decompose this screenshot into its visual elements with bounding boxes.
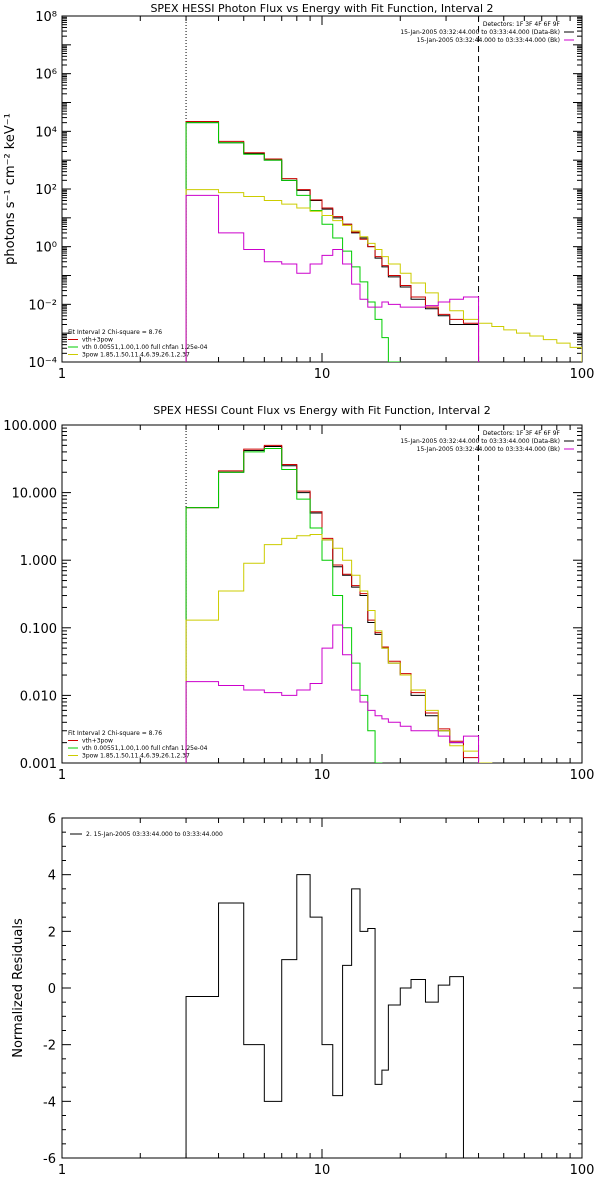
legend-entry: 3pow 1.85,1.50,11.4,6.39,26.1,2.37: [82, 352, 190, 359]
y-tick-label: 10⁶: [35, 68, 57, 83]
x-tick-label: 100: [570, 367, 595, 382]
x-tick-label: 1: [58, 367, 66, 382]
series-1-line: [185, 122, 480, 362]
legend-entry: Fit Interval 2 Chi-square = 8.76: [68, 329, 162, 336]
x-tick-label: 100: [570, 1163, 595, 1178]
plot-frame: [61, 424, 583, 764]
series-4-line: [185, 189, 582, 362]
chart-title: SPEX HESSI Count Flux vs Energy with Fit…: [153, 404, 490, 417]
legend-entry: Detectors: 1F 3F 4F 6F 9F: [483, 21, 561, 28]
series-group: [185, 120, 582, 362]
x-tick-label: 100: [570, 768, 595, 783]
legend-entry: Fit Interval 2 Chi-square = 8.76: [68, 730, 162, 737]
y-tick-label: 10⁰: [35, 241, 57, 256]
y-tick-label: 10²: [35, 183, 57, 198]
series-3-line: [185, 447, 383, 763]
y-axis-label: Normalized Residuals: [11, 918, 26, 1058]
y-tick-label: 10.000: [12, 487, 58, 502]
y-tick-label: 0.100: [20, 622, 57, 637]
y-tick-label: -2: [43, 1039, 56, 1054]
series-4-line: [185, 533, 493, 763]
series-1-line: [185, 874, 464, 1158]
y-tick-label: 0.010: [20, 689, 57, 704]
chart-title: SPEX HESSI Photon Flux vs Energy with Fi…: [150, 2, 493, 15]
chart-panel-2: SPEX HESSI Count Flux vs Energy with Fit…: [3, 404, 595, 783]
x-tick-label: 10: [314, 768, 331, 783]
series-group: [185, 444, 493, 763]
series-2-line: [185, 120, 480, 362]
series-5-line: [185, 624, 480, 763]
legend-entry: vth 0.00551,1.00,1.00 full chfan 1.25e-0…: [82, 344, 208, 351]
legend-entry: vth+3pow: [82, 738, 113, 745]
y-tick-label: 0.001: [20, 757, 57, 772]
legend-entry: 15-Jan-2005 03:32:44.000 to 03:33:44.000…: [400, 29, 560, 36]
legend-entry: 3pow 1.85,1.50,11.4,6.39,26.1,2.37: [82, 753, 190, 760]
series-3-line: [185, 122, 401, 362]
y-tick-label: 10⁸: [35, 10, 57, 25]
legend-entry: 2. 15-Jan-2005 03:33:44.000 to 03:33:44.…: [86, 831, 223, 838]
y-tick-label: 2: [48, 925, 56, 940]
y-tick-label: 10⁻²: [28, 298, 57, 313]
y-tick-label: 4: [48, 869, 56, 884]
legend-entry: 15-Jan-2005 03:32:44.000 to 03:33:44.000…: [400, 438, 560, 445]
chart-panel-3: 1 10 100 -6 -4 -2 0 2 4 6 Normalized Residuals 2. 1…: [11, 812, 595, 1178]
x-tick-label: 1: [58, 1163, 66, 1178]
y-tick-label: 10⁴: [35, 125, 57, 140]
x-tick-label: 1: [58, 768, 66, 783]
plot-frame: [61, 15, 583, 363]
series-group: [185, 874, 464, 1158]
x-tick-label: 10: [314, 1163, 331, 1178]
y-tick-label: -6: [43, 1152, 56, 1167]
y-tick-label: -4: [43, 1095, 56, 1110]
legend-entry: 15-Jan-2005 03:32:44.000 to 03:33:44.000…: [417, 37, 560, 44]
series-5-line: [185, 194, 480, 362]
y-axis-label: photons s⁻¹ cm⁻² keV⁻¹: [3, 113, 18, 265]
y-tick-label: 1.000: [20, 554, 57, 569]
legend-entry: vth 0.00551,1.00,1.00 full chfan 1.25e-0…: [82, 745, 208, 752]
y-tick-label: 10⁻⁴: [28, 356, 57, 371]
y-tick-label: 100.000: [3, 419, 57, 434]
legend-entry: 15-Jan-2005 03:32:44.000 to 03:33:44.000…: [417, 446, 560, 453]
x-tick-label: 10: [314, 367, 331, 382]
y-tick-label: 6: [48, 812, 56, 827]
legend-entry: Detectors: 1F 3F 4F 6F 9F: [483, 430, 561, 437]
legend-entry: vth+3pow: [82, 337, 113, 344]
y-tick-label: 0: [48, 982, 56, 997]
chart-panel-1: SPEX HESSI Photon Flux vs Energy with Fi…: [3, 2, 595, 382]
